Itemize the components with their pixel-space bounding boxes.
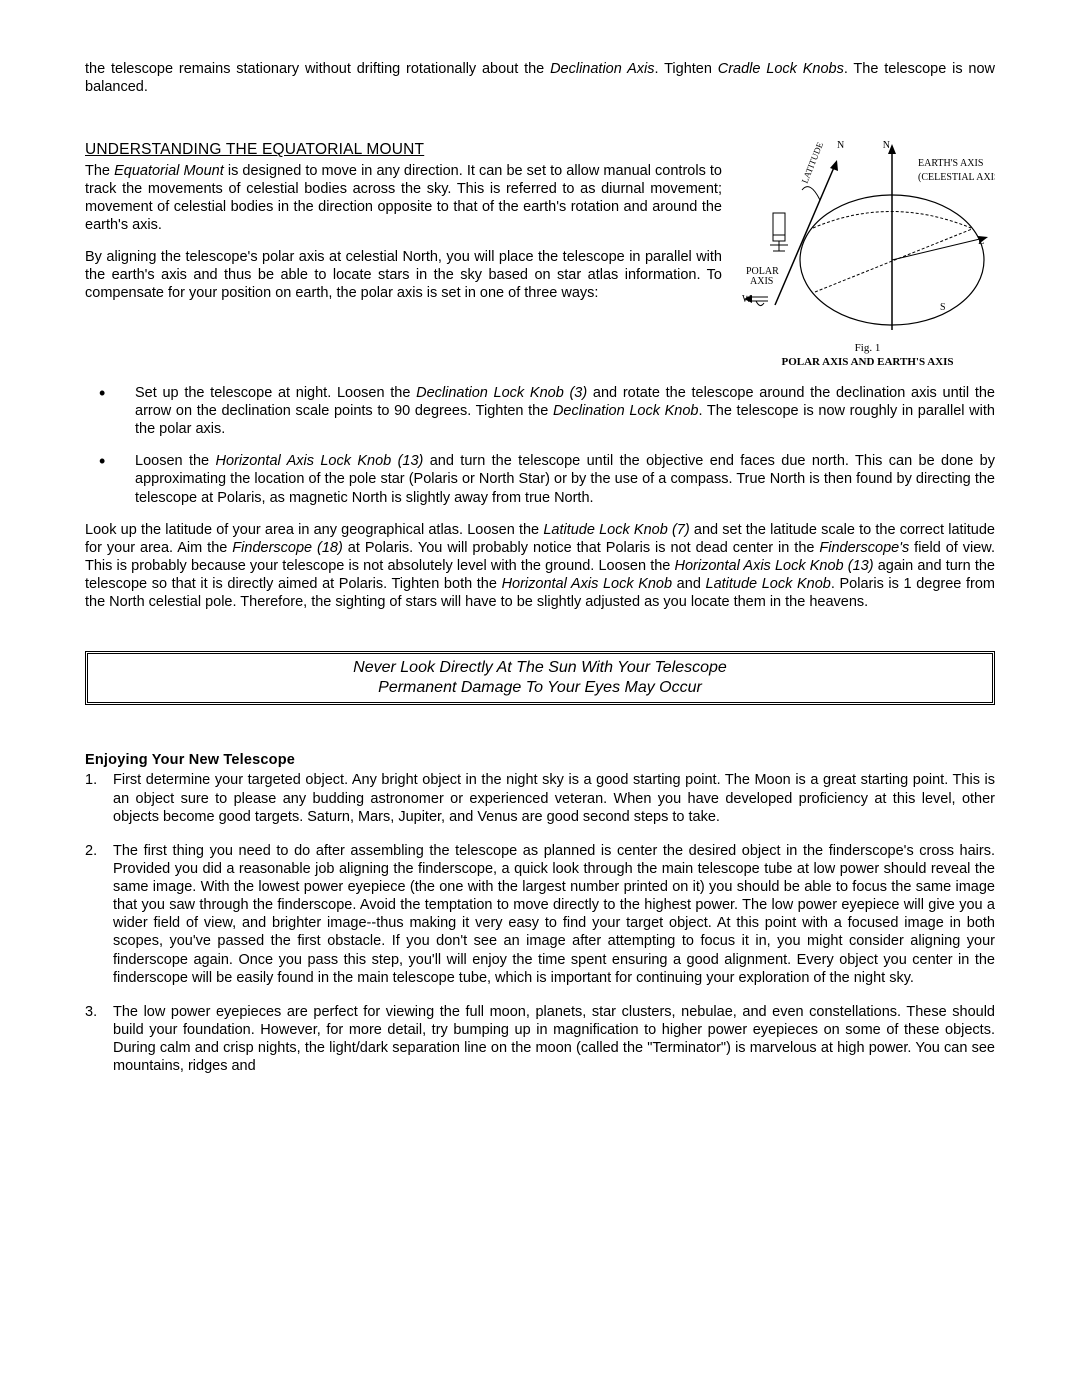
warning-box: Never Look Directly At The Sun With Your… bbox=[85, 651, 995, 705]
paragraph: Look up the latitude of your area in any… bbox=[85, 521, 995, 612]
knob-ref: Latitude Lock Knob bbox=[706, 576, 831, 592]
list-item: 3. The low power eyepieces are perfect f… bbox=[85, 1003, 995, 1076]
warning-line2: Permanent Damage To Your Eyes May Occur bbox=[98, 678, 982, 698]
paragraph: The Equatorial Mount is designed to move… bbox=[85, 162, 722, 235]
label-e: E bbox=[978, 236, 984, 247]
cradle-lock-knobs: Cradle Lock Knobs bbox=[718, 61, 844, 77]
knob-ref: Horizontal Axis Lock Knob bbox=[502, 576, 673, 592]
finderscope-ref: Finderscope's bbox=[819, 540, 909, 556]
knob-ref: Horizontal Axis Lock Knob (13) bbox=[215, 453, 423, 469]
label-axis: AXIS bbox=[750, 276, 773, 287]
text-column: UNDERSTANDING THE EQUATORIAL MOUNT The E… bbox=[85, 140, 722, 370]
subheading: Enjoying Your New Telescope bbox=[85, 751, 995, 769]
label-earth-axis: EARTH'S AXIS bbox=[918, 158, 983, 169]
label-w: W bbox=[742, 294, 752, 305]
equatorial-mount: Equatorial Mount bbox=[114, 163, 224, 179]
intro-fragment: the telescope remains stationary without… bbox=[85, 60, 995, 96]
item-number: 1. bbox=[85, 771, 113, 825]
figure-column: N N EARTH'S AXIS (CELESTIAL AXIS) LATITU… bbox=[740, 140, 995, 370]
item-number: 2. bbox=[85, 842, 113, 987]
bullet-list: Set up the telescope at night. Loosen th… bbox=[85, 384, 995, 507]
text: at Polaris. You will probably notice tha… bbox=[343, 540, 820, 556]
finderscope-ref: Finderscope (18) bbox=[232, 540, 343, 556]
knob-ref: Declination Lock Knob bbox=[553, 403, 699, 419]
figure-caption: Fig. 1 POLAR AXIS AND EARTH'S AXIS bbox=[740, 342, 995, 370]
label-celestial-axis: (CELESTIAL AXIS) bbox=[918, 172, 995, 183]
list-item: Set up the telescope at night. Loosen th… bbox=[85, 384, 995, 438]
label-n: N bbox=[837, 140, 844, 151]
label-n: N bbox=[883, 140, 890, 151]
item-body: The first thing you need to do after ass… bbox=[113, 842, 995, 987]
text: The bbox=[85, 163, 114, 179]
section-heading: UNDERSTANDING THE EQUATORIAL MOUNT bbox=[85, 140, 722, 159]
text: and bbox=[672, 576, 705, 592]
section-equatorial: UNDERSTANDING THE EQUATORIAL MOUNT The E… bbox=[85, 140, 995, 370]
knob-ref: Horizontal Axis Lock Knob (13) bbox=[675, 558, 874, 574]
list-item: 2. The first thing you need to do after … bbox=[85, 842, 995, 987]
item-body: The low power eyepieces are perfect for … bbox=[113, 1003, 995, 1076]
numbered-list: 1. First determine your targeted object.… bbox=[85, 771, 995, 1075]
item-body: First determine your targeted object. An… bbox=[113, 771, 995, 825]
item-number: 3. bbox=[85, 1003, 113, 1076]
label-latitude: LATITUDE bbox=[800, 140, 826, 185]
paragraph: By aligning the telescope's polar axis a… bbox=[85, 248, 722, 302]
caption-line2: POLAR AXIS AND EARTH'S AXIS bbox=[782, 356, 954, 368]
text: the telescope remains stationary without… bbox=[85, 61, 550, 77]
list-item: 1. First determine your targeted object.… bbox=[85, 771, 995, 825]
text: Set up the telescope at night. Loosen th… bbox=[135, 385, 416, 401]
declination-axis: Declination Axis bbox=[550, 61, 654, 77]
knob-ref: Latitude Lock Knob (7) bbox=[543, 522, 689, 538]
warning-line1: Never Look Directly At The Sun With Your… bbox=[98, 658, 982, 678]
knob-ref: Declination Lock Knob (3) bbox=[416, 385, 587, 401]
text: . Tighten bbox=[655, 61, 718, 77]
text: Loosen the bbox=[135, 453, 215, 469]
list-item: Loosen the Horizontal Axis Lock Knob (13… bbox=[85, 452, 995, 506]
caption-line1: Fig. 1 bbox=[855, 342, 881, 354]
polar-axis-diagram: N N EARTH'S AXIS (CELESTIAL AXIS) LATITU… bbox=[740, 140, 995, 335]
label-s: S bbox=[940, 302, 946, 313]
text: Look up the latitude of your area in any… bbox=[85, 522, 543, 538]
